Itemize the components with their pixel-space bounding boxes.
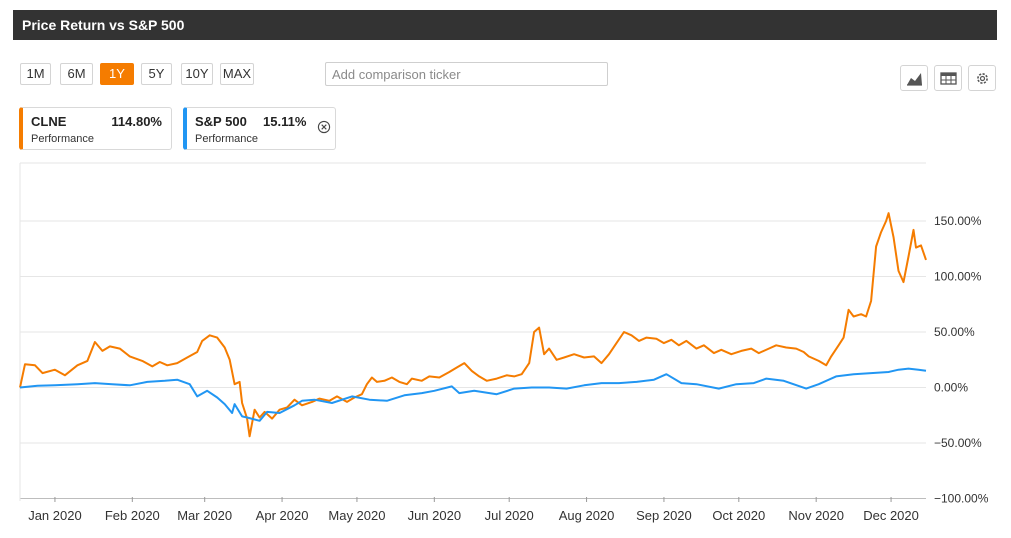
x-tick-label: Aug 2020: [559, 508, 615, 523]
legend-symbol: CLNE: [31, 114, 67, 129]
legend-symbol: S&P 500: [195, 114, 247, 129]
legend-value: 15.11%: [263, 114, 307, 129]
range-button-6m[interactable]: 6M: [60, 63, 93, 85]
y-tick-label: 100.00%: [934, 270, 982, 284]
range-button-1m[interactable]: 1M: [20, 63, 51, 85]
comparison-ticker-input[interactable]: [325, 62, 608, 86]
x-tick-label: Sep 2020: [636, 508, 692, 523]
x-tick-label: Nov 2020: [788, 508, 844, 523]
table-icon: [940, 72, 957, 85]
series-line-s-p-500: [19, 367, 927, 422]
x-tick-label: Jul 2020: [485, 508, 534, 523]
y-tick-label: −50.00%: [934, 436, 982, 450]
range-button-max[interactable]: MAX: [220, 63, 254, 85]
x-tick-label: Feb 2020: [105, 508, 160, 523]
range-button-1y[interactable]: 1Y: [100, 63, 134, 85]
y-tick-label: 0.00%: [934, 381, 968, 395]
y-tick-label: −100.00%: [934, 492, 989, 506]
legend-label: Performance: [31, 133, 94, 145]
x-tick-label: Jun 2020: [408, 508, 462, 523]
x-tick-label: Jan 2020: [28, 508, 82, 523]
range-button-5y[interactable]: 5Y: [141, 63, 172, 85]
gear-icon: [977, 73, 988, 84]
remove-comparison-icon[interactable]: [317, 120, 331, 134]
chart-title-bar: Price Return vs S&P 500: [13, 10, 997, 40]
page-title: Price Return vs S&P 500: [22, 17, 185, 33]
x-tick-label: Oct 2020: [712, 508, 765, 523]
y-tick-label: 150.00%: [934, 214, 982, 228]
area-chart-button[interactable]: [900, 65, 928, 91]
legend-value: 114.80%: [111, 114, 162, 129]
x-tick-label: May 2020: [328, 508, 385, 523]
area-chart-icon: [907, 73, 922, 86]
x-tick-label: Dec 2020: [863, 508, 919, 523]
table-view-button[interactable]: [934, 65, 962, 91]
series-line-clne: [19, 212, 927, 438]
legend-label: Performance: [195, 133, 258, 145]
legend-card-clne: CLNE 114.80% Performance: [19, 107, 172, 150]
x-tick-label: Apr 2020: [256, 508, 309, 523]
settings-button[interactable]: [968, 65, 996, 91]
y-tick-label: 50.00%: [934, 325, 975, 339]
range-button-10y[interactable]: 10Y: [181, 63, 213, 85]
legend-card-sp500: S&P 500 15.11% Performance: [183, 107, 336, 150]
x-tick-label: Mar 2020: [177, 508, 232, 523]
